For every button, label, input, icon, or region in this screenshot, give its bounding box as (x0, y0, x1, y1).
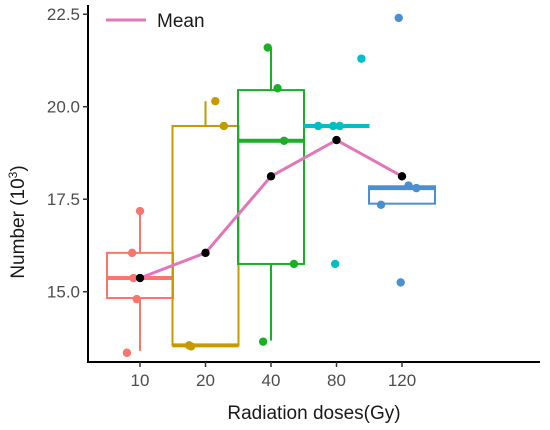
y-tick-label-17.5: 17.5 (47, 190, 80, 209)
y-axis-title-main: Number (10 (8, 178, 29, 278)
x-tick-label-120: 120 (388, 371, 416, 390)
data-point-40-5 (289, 259, 299, 269)
y-tick-label-20.0: 20.0 (47, 98, 80, 117)
legend: Mean (106, 11, 205, 32)
data-point-10-5 (132, 294, 141, 304)
data-point-10-4 (129, 273, 138, 283)
x-axis-title: Radiation doses(Gy) (227, 403, 400, 424)
data-point-80-3 (335, 121, 344, 131)
y-axis-title-suffix: ) (8, 165, 29, 171)
y-tick-label-15.0: 15.0 (47, 283, 80, 302)
x-tick-label-20: 20 (196, 371, 215, 390)
box-20 (171, 124, 240, 347)
data-point-120-4 (412, 183, 421, 193)
x-tick-label-10: 10 (131, 371, 150, 390)
data-point-80-2 (329, 121, 338, 131)
mean-point-10 (135, 273, 145, 283)
data-point-10-3 (127, 248, 137, 258)
y-tick-label-22.5: 22.5 (47, 5, 80, 24)
mean-point-80 (332, 135, 341, 145)
x-tick-label-80: 80 (327, 371, 346, 390)
mean-point-20 (201, 248, 210, 258)
data-point-120-3 (404, 181, 413, 190)
legend-mean-label: Mean (157, 11, 205, 32)
data-point-20-3 (211, 96, 220, 106)
axes: 15.0 17.5 20.0 22.5 10 20 40 80 120 (47, 5, 540, 390)
plot-marks (106, 13, 436, 357)
data-point-80-5 (330, 259, 340, 269)
data-point-120-5 (396, 278, 405, 287)
data-point-80-4 (357, 54, 366, 63)
data-point-10-1 (122, 348, 132, 357)
data-point-40-3 (273, 84, 282, 93)
data-point-20-2 (186, 342, 196, 351)
mean-point-120 (397, 172, 407, 181)
data-point-120-2 (376, 200, 386, 209)
data-point-80-1 (313, 121, 323, 131)
data-point-10-2 (135, 206, 145, 216)
box-40 (237, 89, 305, 265)
data-point-120-1 (394, 13, 403, 23)
data-point-40-2 (263, 43, 272, 52)
mean-point-40 (266, 172, 276, 181)
mean-line (139, 138, 403, 280)
y-axis-title-superscript: 3 (6, 171, 20, 178)
x-tick-label-40: 40 (262, 371, 281, 390)
data-point-20-4 (219, 121, 229, 131)
data-point-40-4 (279, 136, 289, 145)
data-point-40-1 (258, 337, 268, 346)
y-axis-title: Number (103) (6, 165, 29, 278)
